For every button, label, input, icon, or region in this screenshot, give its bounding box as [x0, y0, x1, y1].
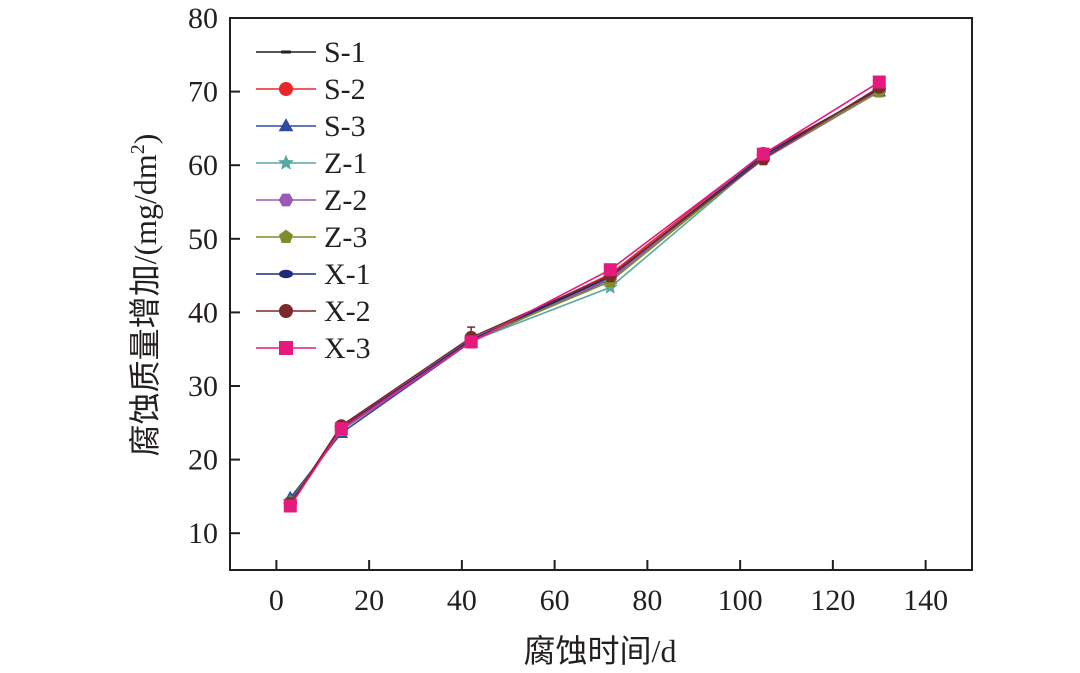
series-z-1	[282, 83, 887, 508]
legend-item-s-1: S-1	[256, 36, 366, 69]
legend-label: S-2	[324, 73, 366, 106]
x-tick-label: 40	[447, 584, 477, 617]
series-x-1	[283, 84, 886, 507]
y-axis-title: 腐蚀质量增加/(mg/dm2)	[127, 134, 163, 457]
y-tick-label: 10	[188, 517, 218, 550]
legend-label: X-1	[324, 258, 371, 291]
y-axis-title-sup: 2	[127, 144, 149, 154]
data-point	[603, 263, 617, 277]
legend-label: Z-1	[324, 147, 367, 180]
y-axis-title-main: 腐蚀质量增加/(mg/dm	[127, 154, 163, 456]
data-point	[464, 335, 478, 349]
series-line	[289, 89, 880, 503]
series-s-1	[285, 90, 884, 502]
legend-label: S-1	[324, 36, 366, 69]
legend-label: Z-2	[324, 184, 367, 217]
series-x-3	[283, 75, 886, 513]
series-x-2	[283, 80, 886, 511]
series-line	[289, 86, 880, 505]
series-line	[289, 87, 880, 504]
y-axis-title-tail: )	[127, 134, 163, 145]
legend-item-s-2: S-2	[256, 73, 366, 106]
x-tick-label: 0	[269, 584, 284, 617]
series-s-3	[283, 84, 887, 503]
data-point	[334, 422, 348, 436]
data-point	[756, 147, 770, 161]
legend-marker	[279, 82, 293, 96]
legend-label: X-2	[324, 295, 371, 328]
legend-item-x-2: X-2	[256, 295, 371, 328]
x-tick-label: 140	[903, 584, 948, 617]
legend-item-x-3: X-3	[256, 332, 371, 365]
legend-marker	[279, 269, 293, 279]
legend-marker	[281, 50, 291, 54]
series-line	[289, 90, 880, 501]
y-tick-label: 50	[188, 223, 218, 256]
legend-marker	[279, 341, 293, 355]
series-line	[289, 90, 880, 503]
x-tick-label: 100	[718, 584, 763, 617]
x-axis-title: 腐蚀时间/d	[524, 633, 677, 669]
series-z-3	[283, 84, 886, 508]
y-tick-label: 40	[188, 296, 218, 329]
series-s-2	[283, 83, 886, 509]
series-layer	[282, 75, 887, 513]
axes: 0 20 40 60 80 100 120 140 10 20 30 40 50 60 70 80	[188, 2, 948, 617]
plot-area	[229, 17, 973, 571]
y-tick-label: 70	[188, 76, 218, 109]
data-point	[872, 75, 886, 89]
legend-item-z-2: Z-2	[256, 184, 367, 217]
legend-marker	[278, 193, 294, 207]
legend-item-z-1: Z-1	[256, 147, 367, 180]
legend-marker	[279, 229, 293, 243]
legend-label: Z-3	[324, 221, 367, 254]
y-tick-label: 20	[188, 444, 218, 477]
y-tick-label: 80	[188, 2, 218, 35]
legend-label: X-3	[324, 332, 371, 365]
x-tick-label: 20	[354, 584, 384, 617]
x-tick-label: 80	[632, 584, 662, 617]
legend-marker	[279, 304, 293, 318]
y-tick-label: 60	[188, 149, 218, 182]
legend-item-x-1: X-1	[256, 258, 371, 291]
series-line	[289, 90, 880, 499]
legend-item-z-3: Z-3	[256, 221, 367, 254]
legend-marker	[278, 154, 294, 170]
legend-label: S-3	[324, 110, 366, 143]
legend-marker	[278, 118, 294, 132]
data-point	[283, 499, 297, 513]
series-line	[289, 81, 880, 507]
legend: S-1 S-2 S-3 Z-1 Z-2 Z-3 X-1 X-2 X-3	[256, 36, 371, 365]
x-tick-label: 120	[810, 584, 855, 617]
x-tick-label: 60	[540, 584, 570, 617]
legend-item-s-3: S-3	[256, 110, 366, 143]
y-tick-label: 30	[188, 370, 218, 403]
plot-frame	[229, 17, 973, 571]
